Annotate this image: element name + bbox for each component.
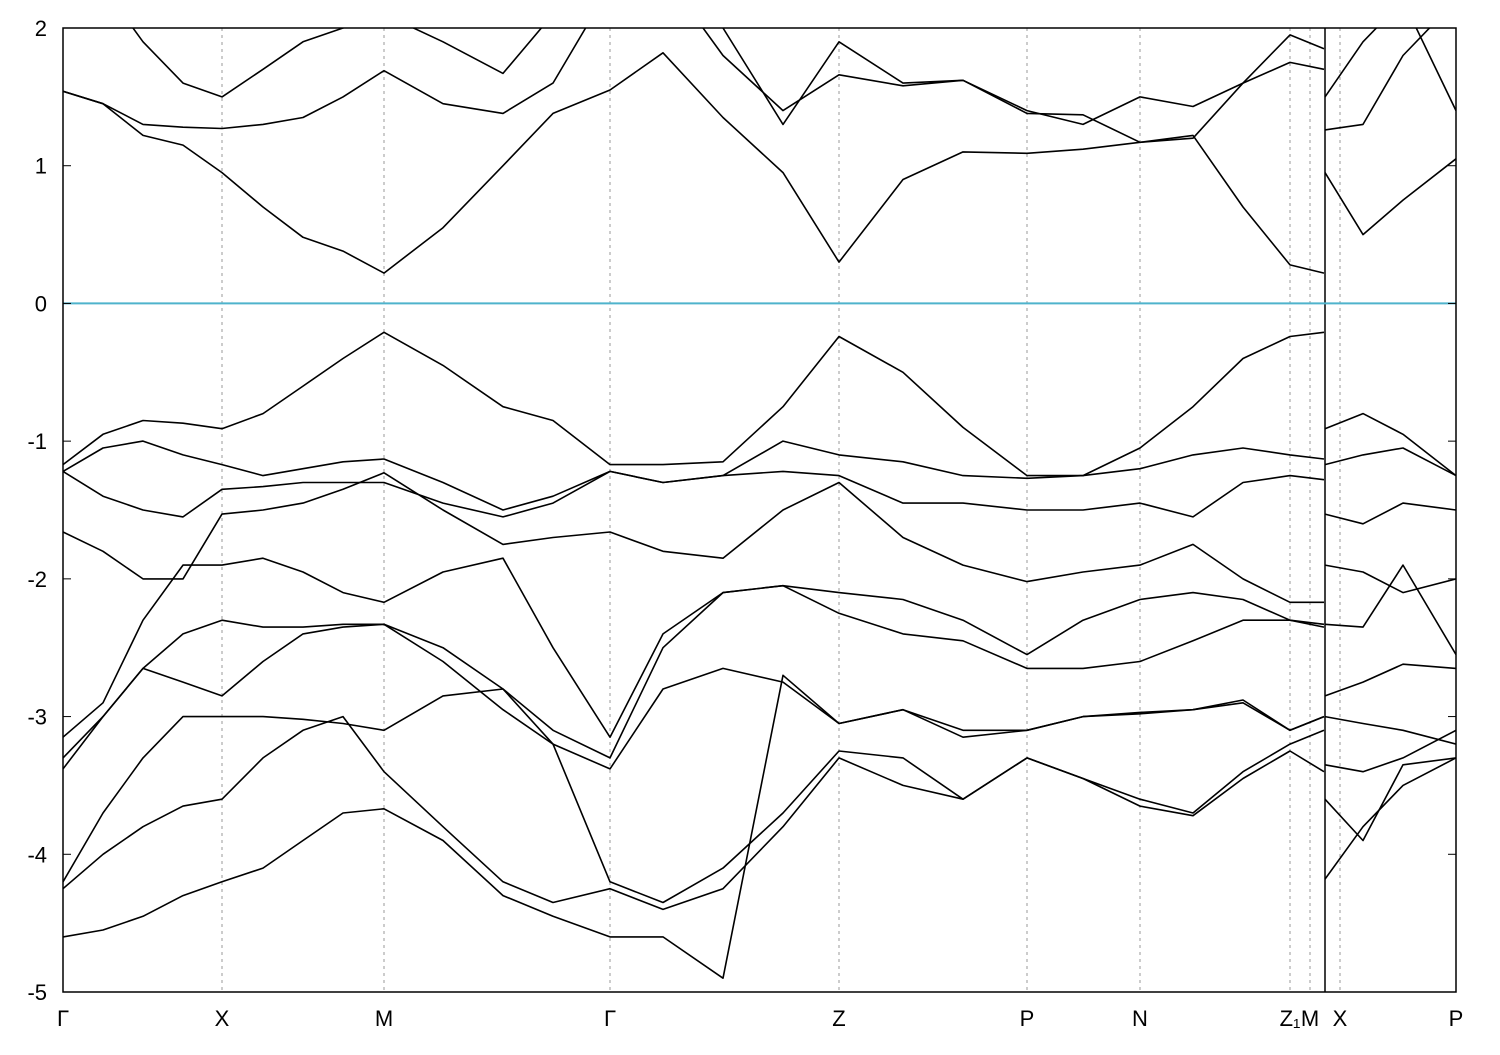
band: [63, 52, 1456, 274]
band: [63, 472, 1456, 604]
x-tick-label: M: [1301, 1006, 1319, 1031]
band: [131, 28, 1431, 144]
y-tick-label: -1: [27, 429, 47, 454]
x-tick-label: M: [375, 1006, 393, 1031]
y-tick-label: -2: [27, 567, 47, 592]
x-tick-label: Γ: [57, 1006, 69, 1031]
x-tick-label: N: [1132, 1006, 1148, 1031]
grid: [63, 28, 1456, 992]
y-tick-label: 1: [35, 154, 47, 179]
y-tick-label: 2: [35, 16, 47, 41]
x-tick-label: P: [1020, 1006, 1035, 1031]
band: [63, 470, 1456, 525]
x-tick-label: P: [1449, 1006, 1464, 1031]
band: [63, 674, 1456, 979]
y-tick-label: -4: [27, 842, 47, 867]
y-tick-label: -3: [27, 705, 47, 730]
bands: [63, 28, 1456, 979]
band: [63, 557, 1456, 738]
band: [63, 623, 1456, 770]
x-tick-label: Γ: [604, 1006, 616, 1031]
band: [63, 715, 1456, 911]
x-tick-label: Z₁: [1280, 1006, 1301, 1031]
y-tick-label: -5: [27, 980, 47, 1005]
x-tick-label: X: [1333, 1006, 1348, 1031]
band: [63, 331, 1456, 477]
band: [63, 584, 1456, 759]
y-tick-label: 0: [35, 291, 47, 316]
x-tick-label: Z: [832, 1006, 845, 1031]
x-tick-label: X: [215, 1006, 230, 1031]
plot-frame: [62, 27, 1457, 993]
band: [63, 28, 1456, 130]
band: [63, 688, 1456, 904]
